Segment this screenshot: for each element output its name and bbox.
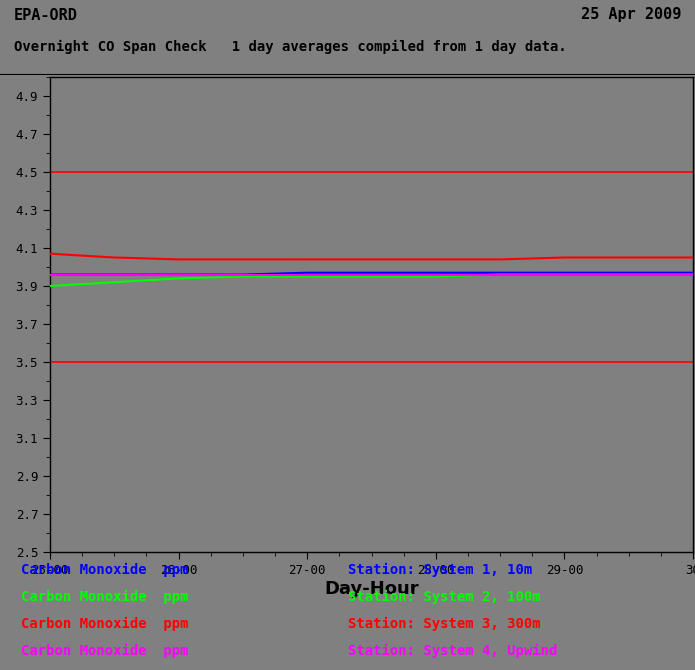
Text: 25 Apr 2009: 25 Apr 2009 (581, 7, 681, 23)
Text: Carbon Monoxide  ppm: Carbon Monoxide ppm (21, 617, 188, 631)
Text: Carbon Monoxide  ppm: Carbon Monoxide ppm (21, 590, 188, 604)
Text: Overnight CO Span Check   1 day averages compiled from 1 day data.: Overnight CO Span Check 1 day averages c… (14, 40, 566, 54)
Text: Carbon Monoxide  ppm: Carbon Monoxide ppm (21, 563, 188, 578)
Text: Station: System 1, 10m: Station: System 1, 10m (348, 563, 532, 578)
Text: Station: System 4, Upwind: Station: System 4, Upwind (348, 645, 557, 659)
X-axis label: Day-Hour: Day-Hour (324, 580, 419, 598)
Text: EPA-ORD: EPA-ORD (14, 7, 78, 23)
Text: Carbon Monoxide  ppm: Carbon Monoxide ppm (21, 645, 188, 659)
Text: Station: System 3, 300m: Station: System 3, 300m (348, 617, 540, 631)
Text: Station: System 2, 100m: Station: System 2, 100m (348, 590, 540, 604)
